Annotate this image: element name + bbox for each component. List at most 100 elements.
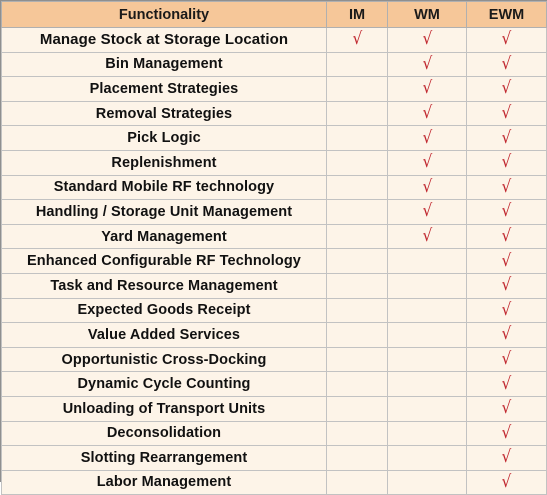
table-row: Deconsolidation √ — [1, 420, 547, 447]
wm-cell: √ — [387, 27, 467, 53]
functionality-cell: Labor Management — [1, 469, 327, 495]
functionality-cell: Slotting Rearrangement — [1, 445, 327, 471]
functionality-cell: Enhanced Configurable RF Technology — [1, 248, 327, 274]
functionality-cell: Value Added Services — [1, 322, 327, 348]
im-cell — [326, 346, 388, 373]
checkmark-icon: √ — [501, 398, 512, 419]
functionality-cell: Replenishment — [1, 149, 327, 176]
im-cell — [326, 272, 388, 299]
functionality-cell: Placement Strategies — [1, 76, 327, 102]
checkmark-icon: √ — [501, 201, 512, 222]
table-row: Dynamic Cycle Counting √ — [1, 371, 547, 397]
im-cell — [326, 371, 388, 397]
functionality-cell: Standard Mobile RF technology — [1, 174, 327, 201]
table-row: Unloading of Transport Units √ — [1, 395, 547, 422]
im-cell — [326, 297, 388, 324]
ewm-cell: √ — [466, 371, 547, 397]
wm-cell — [387, 371, 467, 397]
ewm-cell: √ — [466, 174, 547, 201]
header-im: IM — [326, 1, 388, 28]
wm-cell — [387, 445, 467, 471]
wm-cell — [387, 469, 467, 495]
ewm-cell: √ — [466, 395, 547, 422]
table-row: Standard Mobile RF technology √ √ — [1, 174, 547, 201]
table-header: Functionality IM WM EWM — [1, 1, 547, 28]
table-row: Removal Strategies √ √ — [1, 100, 547, 127]
im-cell — [326, 445, 388, 471]
im-cell — [326, 149, 388, 176]
checkmark-icon: √ — [501, 250, 512, 271]
checkmark-icon: √ — [422, 29, 432, 50]
im-cell — [326, 223, 388, 250]
functionality-cell: Manage Stock at Storage Location — [1, 27, 327, 53]
ewm-cell: √ — [466, 272, 547, 299]
wm-cell: √ — [387, 100, 467, 127]
functionality-cell: Task and Resource Management — [1, 272, 327, 299]
wm-cell: √ — [387, 149, 467, 176]
im-cell — [326, 174, 388, 201]
im-cell — [326, 322, 388, 348]
checkmark-icon: √ — [501, 127, 512, 148]
checkmark-icon: √ — [501, 275, 512, 296]
checkmark-icon: √ — [422, 152, 432, 173]
checkmark-icon: √ — [501, 447, 512, 468]
checkmark-icon: √ — [501, 29, 512, 50]
checkmark-icon: √ — [501, 78, 512, 99]
checkmark-icon: √ — [501, 103, 512, 124]
table-row: Replenishment √ √ — [1, 149, 547, 176]
wm-cell — [387, 395, 467, 422]
ewm-cell: √ — [466, 322, 547, 348]
ewm-cell: √ — [466, 51, 547, 78]
checkmark-icon: √ — [422, 176, 432, 197]
checkmark-icon: √ — [422, 226, 432, 247]
table-row: Placement Strategies √ √ — [1, 76, 547, 102]
table-row: Task and Resource Management √ — [1, 272, 547, 299]
ewm-cell: √ — [466, 223, 547, 250]
checkmark-icon: √ — [422, 201, 432, 222]
im-cell — [326, 199, 388, 225]
wm-cell: √ — [387, 199, 467, 225]
wm-cell — [387, 297, 467, 324]
functionality-cell: Unloading of Transport Units — [1, 395, 327, 422]
ewm-cell: √ — [466, 199, 547, 225]
checkmark-icon: √ — [501, 349, 512, 370]
wm-cell — [387, 420, 467, 447]
functionality-cell: Bin Management — [1, 51, 327, 78]
wm-cell — [387, 272, 467, 299]
functionality-cell: Opportunistic Cross-Docking — [1, 346, 327, 373]
ewm-cell: √ — [466, 76, 547, 102]
functionality-cell: Yard Management — [1, 223, 327, 250]
header-functionality: Functionality — [1, 1, 327, 28]
table-row: Labor Management √ — [1, 469, 547, 495]
im-cell — [326, 469, 388, 495]
wm-cell: √ — [387, 125, 467, 151]
table-row: Enhanced Configurable RF Technology √ — [1, 248, 547, 274]
functionality-cell: Handling / Storage Unit Management — [1, 199, 327, 225]
functionality-cell: Expected Goods Receipt — [1, 297, 327, 324]
ewm-cell: √ — [466, 125, 547, 151]
functionality-cell: Removal Strategies — [1, 100, 327, 127]
im-cell: √ — [326, 27, 388, 53]
wm-cell — [387, 248, 467, 274]
table-row: Value Added Services √ — [1, 322, 547, 348]
wm-cell: √ — [387, 76, 467, 102]
header-ewm: EWM — [466, 1, 547, 28]
checkmark-icon: √ — [501, 471, 512, 492]
im-cell — [326, 420, 388, 447]
im-cell — [326, 125, 388, 151]
checkmark-icon: √ — [501, 226, 512, 247]
table-row: Manage Stock at Storage Location √ √ √ — [1, 27, 547, 53]
checkmark-icon: √ — [501, 422, 512, 443]
checkmark-icon: √ — [422, 78, 432, 99]
functionality-cell: Deconsolidation — [1, 420, 327, 447]
checkmark-icon: √ — [501, 176, 512, 197]
wm-cell: √ — [387, 174, 467, 201]
checkmark-icon: √ — [501, 373, 512, 394]
table-body: Manage Stock at Storage Location √ √ √ Bin M… — [1, 27, 547, 495]
wm-cell — [387, 322, 467, 348]
ewm-cell: √ — [466, 100, 547, 127]
ewm-cell: √ — [466, 297, 547, 324]
wm-cell: √ — [387, 51, 467, 78]
ewm-cell: √ — [466, 149, 547, 176]
